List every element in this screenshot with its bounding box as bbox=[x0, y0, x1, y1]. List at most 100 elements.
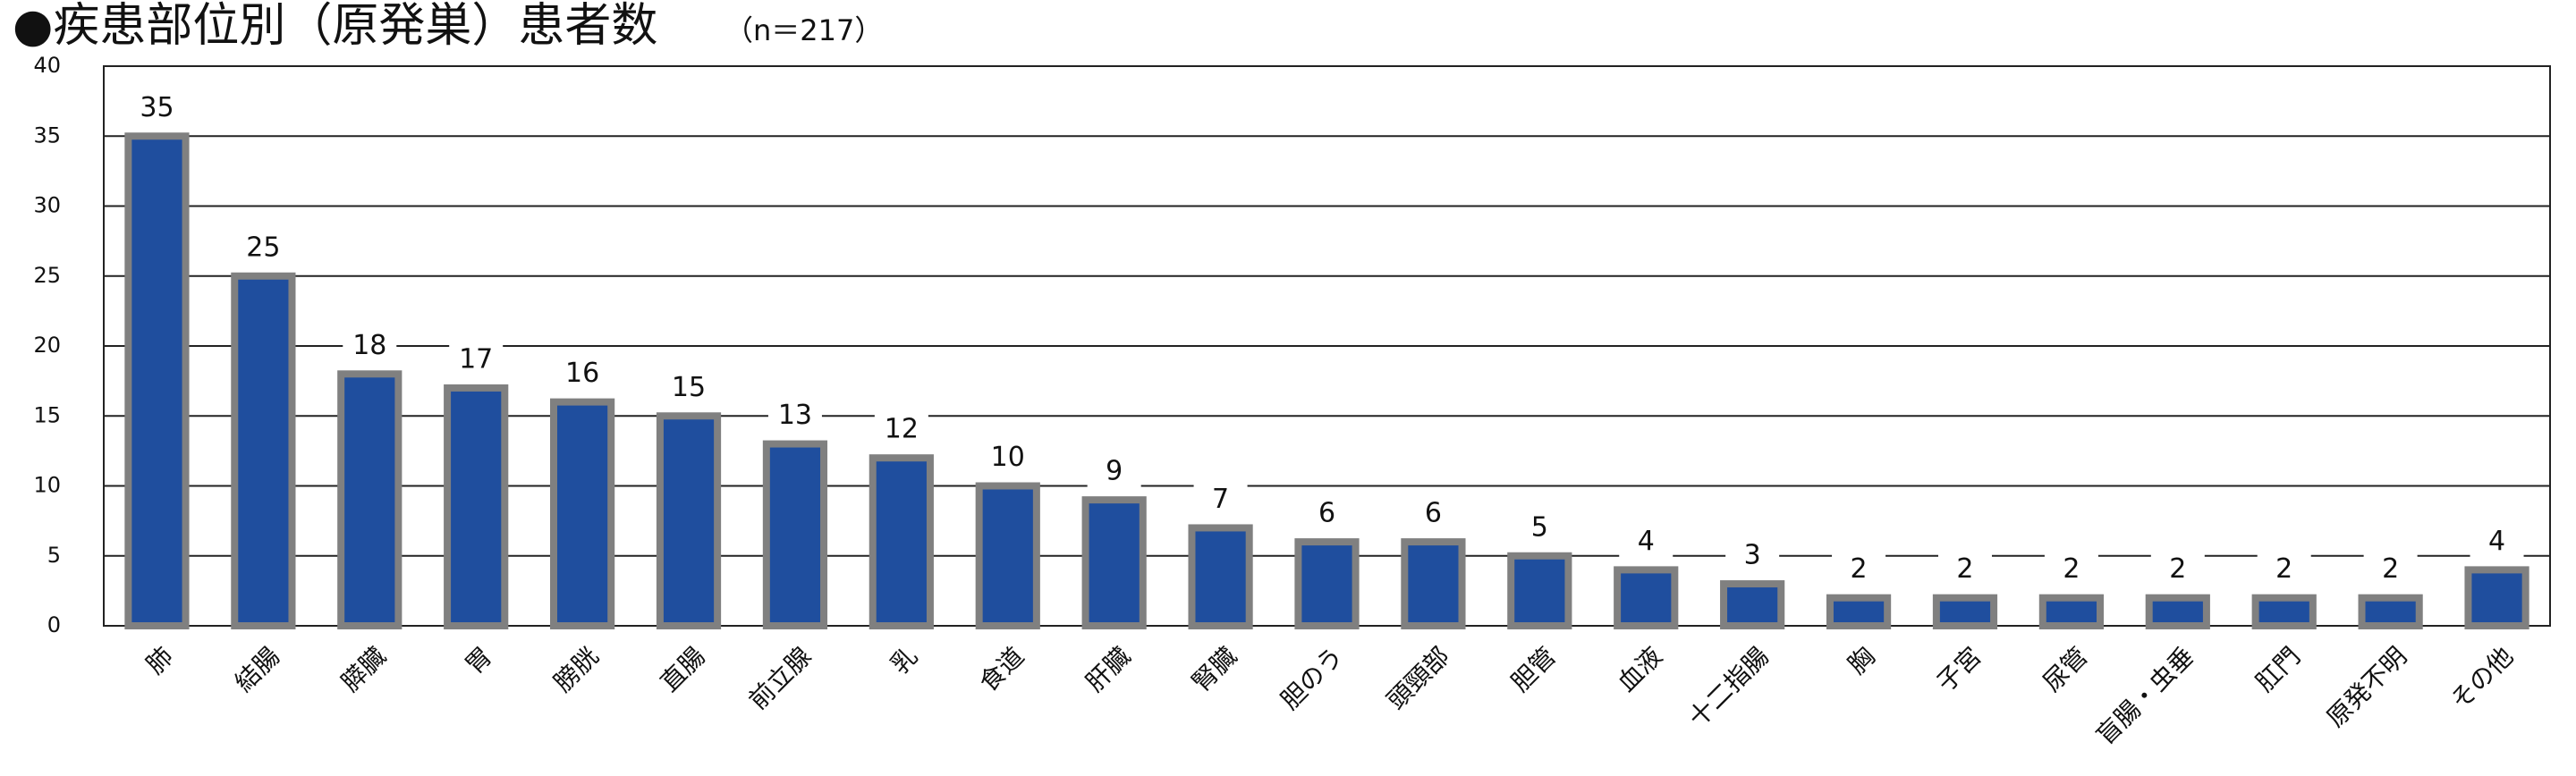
x-tick-label: 直腸 bbox=[655, 641, 711, 697]
bar bbox=[2145, 594, 2210, 630]
y-tick-label: 20 bbox=[33, 333, 61, 358]
x-tick-label: 尿管 bbox=[2038, 641, 2094, 697]
value-label: 12 bbox=[885, 414, 919, 445]
y-tick-label: 15 bbox=[33, 402, 61, 427]
x-tick-label: 肛門 bbox=[2250, 641, 2306, 697]
value-label-bg bbox=[1406, 497, 1461, 530]
y-tick-label: 35 bbox=[33, 122, 61, 148]
bar bbox=[762, 440, 828, 629]
value-label: 4 bbox=[1638, 526, 1655, 557]
bar bbox=[2251, 594, 2317, 630]
value-label: 13 bbox=[778, 400, 812, 431]
value-label: 3 bbox=[1744, 540, 1761, 571]
value-label-bg bbox=[2044, 552, 2098, 586]
bar bbox=[1932, 594, 1998, 630]
value-label: 7 bbox=[1212, 484, 1229, 515]
value-label: 2 bbox=[1956, 553, 1973, 585]
value-label: 18 bbox=[352, 330, 386, 361]
chart-title: ●疾患部位別（原発巣）患者数 bbox=[13, 0, 657, 53]
x-tick-label: 胆管 bbox=[1505, 641, 1562, 697]
bar bbox=[869, 454, 934, 630]
bar bbox=[1188, 524, 1253, 630]
value-label: 2 bbox=[1851, 553, 1868, 585]
value-label-bg bbox=[2257, 552, 2311, 586]
y-tick-label: 10 bbox=[33, 473, 61, 498]
value-label-bg bbox=[1300, 497, 1354, 530]
x-tick-label: 胸 bbox=[1843, 641, 1881, 679]
value-label-bg bbox=[130, 91, 184, 124]
bar bbox=[2464, 566, 2529, 630]
x-tick-label: 膵臓 bbox=[335, 641, 392, 697]
x-tick-label: 盲腸・虫垂 bbox=[2090, 641, 2199, 750]
x-tick-label: 膀胱 bbox=[548, 641, 605, 697]
bar bbox=[1507, 552, 1572, 629]
bar bbox=[1720, 580, 1785, 629]
bar bbox=[1401, 538, 1466, 629]
bar bbox=[1081, 496, 1147, 630]
value-label-bg bbox=[662, 371, 716, 404]
bar bbox=[1826, 594, 1892, 630]
value-label: 15 bbox=[672, 372, 706, 403]
x-tick-label: 胃 bbox=[460, 641, 498, 679]
value-label-bg bbox=[2363, 552, 2418, 586]
value-label-bg bbox=[1193, 483, 1248, 516]
bar bbox=[975, 482, 1040, 629]
value-label: 9 bbox=[1106, 456, 1123, 487]
y-tick-label: 40 bbox=[33, 53, 61, 78]
value-label: 2 bbox=[2063, 553, 2080, 585]
value-label: 2 bbox=[2275, 553, 2292, 585]
value-label: 35 bbox=[140, 92, 174, 123]
bar bbox=[231, 272, 296, 629]
value-label: 5 bbox=[1531, 511, 1548, 543]
bar bbox=[550, 398, 615, 629]
value-label-bg bbox=[1513, 510, 1567, 544]
value-label-bg bbox=[767, 399, 822, 432]
bar bbox=[124, 132, 190, 629]
bar bbox=[1294, 538, 1360, 629]
value-label: 10 bbox=[991, 442, 1025, 473]
y-tick-label: 5 bbox=[47, 543, 61, 568]
x-tick-label: 肝臓 bbox=[1080, 641, 1136, 697]
value-label-bg bbox=[1619, 525, 1674, 558]
value-label-bg bbox=[555, 357, 610, 390]
value-label: 6 bbox=[1425, 498, 1442, 529]
value-label-bg bbox=[1832, 552, 1886, 586]
x-tick-label: 十二指腸 bbox=[1682, 641, 1775, 733]
value-label: 25 bbox=[246, 232, 280, 263]
x-tick-label: 腎臓 bbox=[1186, 641, 1242, 697]
value-label-bg bbox=[343, 329, 397, 362]
y-tick-label: 0 bbox=[47, 612, 61, 637]
bar bbox=[337, 370, 402, 629]
value-label-bg bbox=[236, 231, 291, 264]
value-label-bg bbox=[2150, 552, 2205, 586]
value-label: 2 bbox=[2382, 553, 2399, 585]
value-label-bg bbox=[1725, 539, 1780, 572]
x-tick-label: 前立腺 bbox=[743, 641, 818, 715]
bar bbox=[656, 412, 722, 629]
bar bbox=[2038, 594, 2104, 630]
value-label: 16 bbox=[565, 358, 599, 389]
bar bbox=[1614, 566, 1679, 630]
value-label-bg bbox=[1937, 552, 1992, 586]
x-tick-label: 結腸 bbox=[229, 641, 285, 697]
value-label-bg bbox=[1087, 455, 1141, 488]
y-tick-label: 30 bbox=[33, 193, 61, 218]
x-tick-label: 食道 bbox=[973, 641, 1030, 697]
value-label: 6 bbox=[1318, 498, 1335, 529]
value-label: 2 bbox=[2169, 553, 2186, 585]
x-tick-label: 肺 bbox=[140, 641, 179, 679]
bar bbox=[2358, 594, 2423, 630]
chart-subtitle: （n＝217） bbox=[724, 13, 883, 47]
x-tick-label: その他 bbox=[2445, 641, 2519, 715]
value-label-bg bbox=[449, 342, 504, 375]
value-label-bg bbox=[874, 413, 928, 446]
x-tick-label: 胆のう bbox=[1275, 641, 1349, 715]
value-label: 17 bbox=[459, 343, 493, 375]
bar bbox=[444, 384, 509, 629]
x-tick-label: 子宮 bbox=[1931, 641, 1987, 697]
value-label-bg bbox=[980, 441, 1035, 474]
value-label: 4 bbox=[2488, 526, 2505, 557]
x-tick-label: 原発不明 bbox=[2321, 641, 2413, 733]
x-tick-label: 乳 bbox=[885, 641, 923, 679]
